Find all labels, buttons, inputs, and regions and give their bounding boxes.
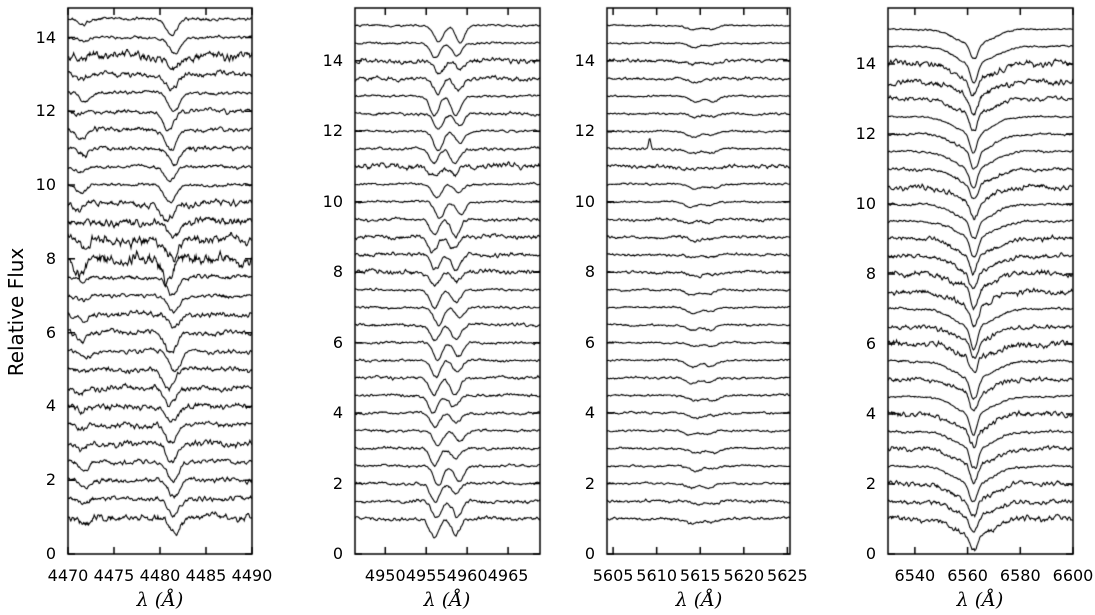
x-axis-title-panel1: λ (Å) [136, 589, 184, 611]
y-tick-label: 4 [332, 403, 343, 423]
x-axis-title-panel3: λ (Å) [675, 589, 723, 611]
y-tick-label: 10 [855, 194, 876, 213]
y-tick-label: 0 [584, 544, 595, 563]
y-tick-label: 6 [584, 332, 595, 352]
x-tick-label: 5625 [767, 566, 808, 585]
y-tick-label: 2 [332, 473, 343, 493]
y-tick-label: 12 [35, 101, 56, 121]
x-tick-label: 5615 [679, 566, 721, 585]
x-tick-label: 5605 [592, 566, 634, 585]
y-tick-label: 8 [45, 248, 56, 268]
x-tick-label: 4490 [231, 566, 273, 585]
y-tick-label: 12 [855, 124, 876, 143]
y-tick-label: 8 [865, 264, 876, 283]
y-tick-label: 12 [322, 121, 343, 141]
y-tick-label: 12 [574, 121, 595, 141]
y-tick-label: 2 [45, 470, 56, 490]
y-tick-label: 0 [332, 544, 343, 563]
x-tick-label: 4485 [185, 566, 227, 585]
y-tick-label: 8 [332, 262, 343, 282]
x-tick-label: 4480 [139, 566, 181, 585]
y-tick-label: 10 [574, 191, 595, 211]
y-tick-label: 6 [332, 332, 343, 352]
x-tick-label: 4960 [446, 566, 488, 585]
y-tick-label: 14 [322, 50, 343, 70]
x-tick-label: 5610 [636, 566, 678, 585]
y-tick-label: 10 [35, 175, 56, 195]
x-tick-label: 6560 [947, 566, 988, 585]
x-tick-label: 4470 [47, 566, 89, 585]
y-tick-label: 4 [45, 396, 56, 416]
x-axis-title-panel4: λ (Å) [956, 589, 1004, 611]
x-tick-label: 6580 [999, 566, 1041, 585]
x-tick-label: 6540 [894, 566, 936, 585]
x-axis-title-panel2: λ (Å) [423, 589, 471, 611]
x-tick-label: 4950 [364, 566, 406, 585]
y-tick-label: 4 [865, 404, 876, 423]
y-tick-label: 8 [584, 262, 595, 282]
x-tick-label: 6600 [1052, 566, 1094, 585]
y-tick-label: 4 [584, 403, 595, 423]
y-tick-label: 14 [574, 50, 595, 70]
y-tick-label: 0 [45, 544, 56, 563]
x-tick-label: 4475 [93, 566, 135, 585]
y-tick-label: 2 [584, 473, 595, 493]
y-tick-label: 6 [45, 322, 56, 342]
y-tick-label: 14 [35, 27, 56, 47]
x-tick-label: 5620 [723, 566, 765, 585]
x-tick-label: 4955 [405, 566, 447, 585]
y-tick-label: 14 [855, 54, 876, 73]
y-tick-label: 2 [865, 474, 876, 493]
y-tick-label: 10 [322, 191, 343, 211]
x-tick-label: 4965 [487, 566, 529, 585]
y-axis-title: Relative Flux [4, 247, 28, 377]
y-tick-label: 6 [865, 334, 876, 353]
y-tick-label: 0 [865, 544, 876, 563]
